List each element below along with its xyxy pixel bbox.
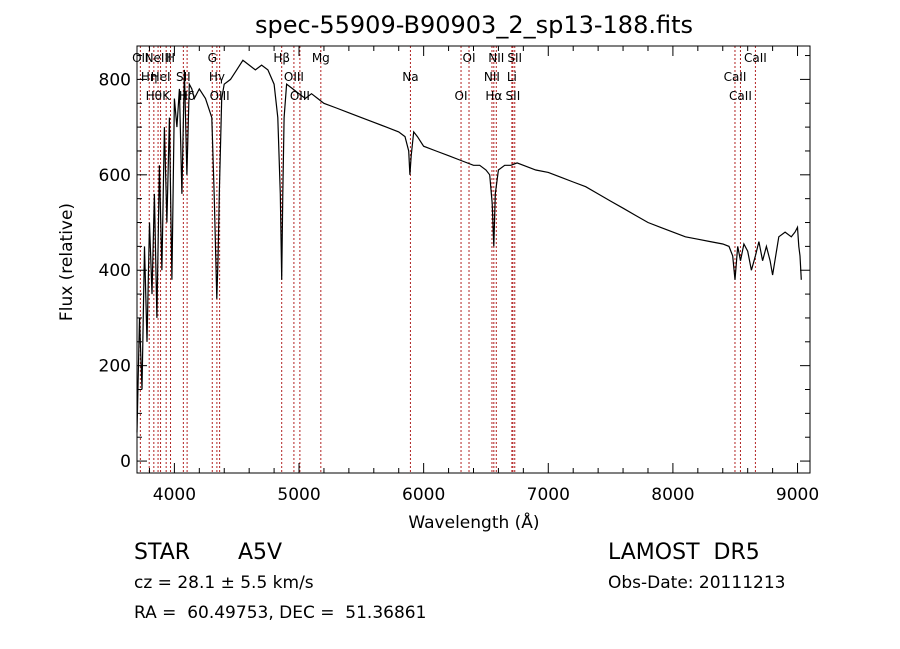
observation-date: Obs-Date: 20111213 [608,573,786,593]
line-label: OI [455,89,468,103]
line-label: Na [402,70,418,84]
line-label: OIII [290,89,310,103]
y-tick-label: 0 [120,452,131,472]
line-label: Mg [312,51,330,65]
line-label: H [166,51,175,65]
line-label: Hη [141,70,158,84]
x-tick-label: 6000 [402,485,445,505]
chart-title: spec-55909-B90903_2_sp13-188.fits [255,11,693,39]
line-label: SII [176,70,191,84]
line-label: K [162,89,171,103]
line-label: CaII [729,89,752,103]
line-label: SII [506,89,521,103]
line-label: OII [132,51,149,65]
line-label: HeI [151,70,171,84]
y-axis-label: Flux (relative) [57,203,77,321]
line-label: Hθ [146,89,162,103]
survey-name: LAMOST DR5 [608,540,760,565]
object-subclass: A5V [238,540,283,565]
redshift-velocity: cz = 28.1 ± 5.5 km/s [134,573,314,593]
line-label: OIII [284,70,304,84]
emission-line-markers [139,46,756,473]
line-label: NII [488,51,504,65]
line-label: Hα [485,89,502,103]
line-label: Hβ [273,51,290,65]
y-tick-label: 600 [99,166,131,186]
line-label: CaII [724,70,747,84]
x-tick-label: 5000 [277,485,320,505]
line-label: NII [484,70,500,84]
line-label: NeIII [145,51,172,65]
x-axis-label: Wavelength (Å) [408,511,539,533]
y-tick-label: 200 [99,357,131,377]
axes: 4000 5000 6000 7000 8000 9000 0 200 400 600 800 [99,46,819,505]
plot-frame [136,45,811,474]
line-label: Hδ [179,89,195,103]
y-tick-label: 400 [99,261,131,281]
spectrum-line [136,59,802,433]
coordinates: RA = 60.49753, DEC = 51.36861 [134,603,427,623]
x-tick-label: 9000 [776,485,819,505]
x-tick-label: 7000 [527,485,570,505]
line-label: Li [507,70,517,84]
line-label: Hγ [209,70,225,84]
line-label: CaII [744,51,767,65]
object-class: STAR [134,540,191,565]
line-label: OIII [210,89,230,103]
x-tick-label: 4000 [153,485,196,505]
emission-line-labels: OIIHηHθNeIIIHeIKHSIIHδGHγOIIIHβOIIIOIIIM… [132,51,767,103]
y-tick-label: 800 [99,70,131,90]
line-label: OI [463,51,476,65]
line-label: SII [507,51,522,65]
line-label: G [208,51,217,65]
x-tick-label: 8000 [651,485,694,505]
